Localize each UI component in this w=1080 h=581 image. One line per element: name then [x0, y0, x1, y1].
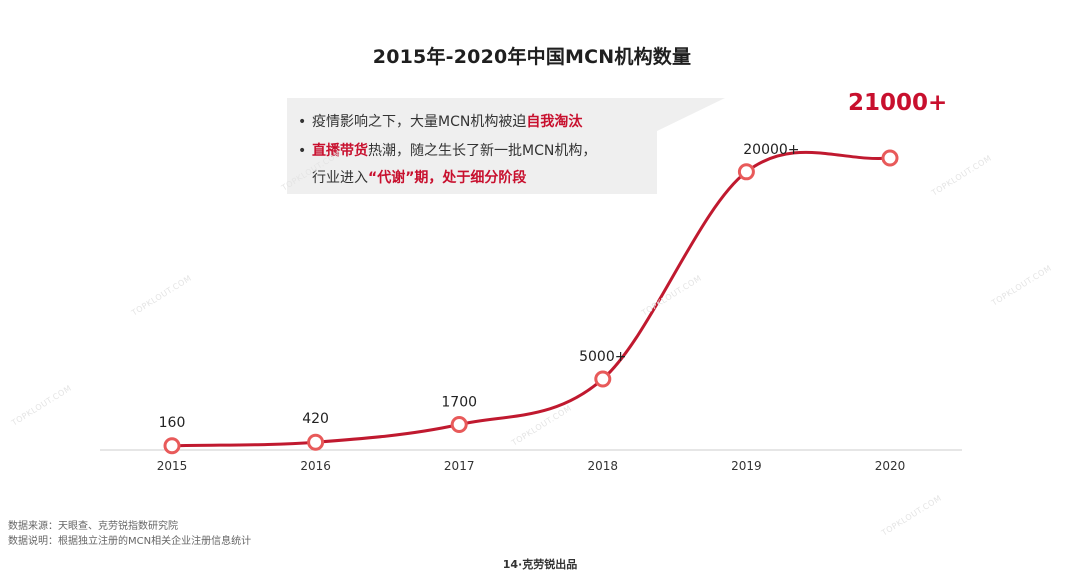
data-point-2017	[450, 416, 468, 434]
x-tick-label-2019: 2019	[731, 459, 762, 473]
highlight-value: 21000+	[848, 90, 948, 116]
x-tick-label-2018: 2018	[588, 459, 619, 473]
data-point-2019	[737, 163, 755, 181]
series-line	[171, 150, 891, 448]
data-point-2016	[307, 433, 325, 451]
chart-title: 2015年-2020年中国MCN机构数量	[372, 46, 692, 68]
x-tick-label-2015: 2015	[157, 459, 188, 473]
callout-bullet-1: • 疫情影响之下，大量MCN机构被迫自我淘汰	[298, 111, 582, 131]
data-label-2016: 420	[302, 411, 329, 427]
x-tick-label-2020: 2020	[875, 459, 906, 473]
x-tick-label-2016: 2016	[300, 459, 331, 473]
data-source-note: 数据来源：天眼查、克劳锐指数研究院	[8, 521, 178, 532]
data-label-2015: 160	[159, 415, 186, 431]
data-point-2020	[881, 149, 899, 167]
bullet-dot-icon: •	[298, 114, 307, 130]
callout-line1-highlight: 自我淘汰	[526, 114, 583, 130]
callout-line3: 行业进入“代谢”期，处于细分阶段	[312, 167, 526, 187]
callout-line1-prefix: 疫情影响之下，大量MCN机构被迫	[312, 114, 527, 130]
callout-line2-rest: 热潮，随之生长了新一批MCN机构，	[368, 143, 597, 159]
callout-line3-highlight: “代谢”期，处于细分阶段	[368, 170, 527, 186]
callout-line2-highlight: 直播带货	[312, 143, 368, 159]
page-footer: 14·克劳锐出品	[502, 558, 578, 571]
callout-bullet-2: • 直播带货热潮，随之生长了新一批MCN机构，	[298, 140, 596, 160]
data-label-2017: 1700	[441, 395, 477, 411]
bullet-dot-icon: •	[298, 143, 307, 159]
data-explanation-note: 数据说明：根据独立注册的MCN相关企业注册信息统计	[8, 536, 252, 547]
data-label-2018: 5000+	[579, 349, 626, 365]
callout-box	[287, 98, 657, 194]
x-tick-label-2017: 2017	[444, 459, 475, 473]
callout-pointer	[655, 98, 725, 132]
data-point-2015	[163, 437, 181, 455]
callout-line3-prefix: 行业进入	[312, 170, 368, 186]
data-label-2019: 20000+	[743, 142, 799, 158]
data-point-2018	[594, 370, 612, 388]
